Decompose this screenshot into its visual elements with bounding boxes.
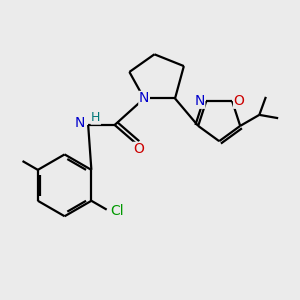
Text: H: H: [91, 111, 101, 124]
Text: N: N: [194, 94, 205, 108]
Text: N: N: [139, 92, 149, 106]
Text: Cl: Cl: [110, 204, 124, 218]
Text: O: O: [133, 142, 144, 156]
Text: O: O: [234, 94, 244, 108]
Text: N: N: [75, 116, 85, 130]
